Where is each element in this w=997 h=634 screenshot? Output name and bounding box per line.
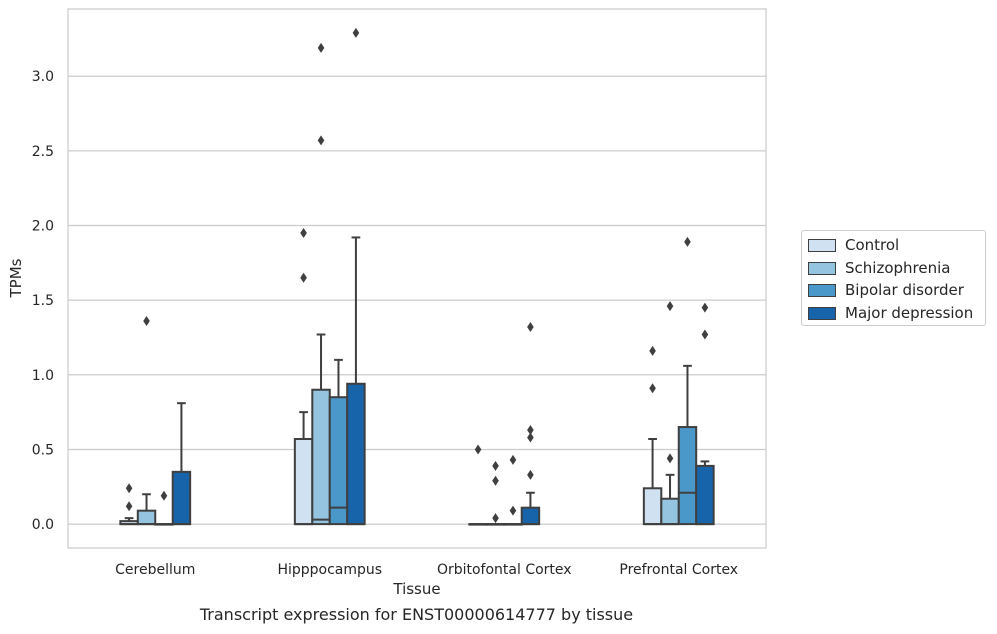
box-body — [642, 487, 663, 526]
grid-lines — [68, 75, 766, 525]
chart-title: Transcript expression for ENST0000061477… — [199, 605, 634, 624]
box-bipolar-disorder-orbitofontal-cortex — [503, 454, 523, 526]
outlier-point — [649, 345, 656, 356]
outlier-point — [300, 227, 307, 238]
box-major-depression-prefrontal-cortex — [695, 302, 715, 526]
y-tick-label: 3.0 — [32, 69, 54, 85]
box-body — [520, 506, 541, 526]
box-body — [311, 388, 331, 526]
box-body — [171, 470, 192, 526]
box-body — [328, 396, 349, 526]
box-schizophrenia-hipppocampus — [311, 42, 331, 526]
outlier-point — [527, 322, 534, 333]
outlier-point — [300, 272, 307, 283]
x-tick-label: Prefrontal Cortex — [619, 562, 738, 578]
box-bipolar-disorder-cerebellum — [154, 490, 174, 526]
plot-frame — [67, 8, 767, 549]
x-tick-label: Hipppocampus — [277, 562, 382, 578]
box-control-cerebellum — [119, 483, 139, 526]
outlier-point — [509, 454, 517, 465]
box-plot-marks — [119, 27, 715, 526]
legend-item-major-depression: Major depression — [808, 303, 973, 323]
box-body — [660, 497, 680, 526]
y-tick-label: 0.0 — [32, 517, 54, 533]
y-tick-label: 1.0 — [32, 368, 54, 384]
outlier-point — [492, 460, 499, 471]
outlier-point — [701, 302, 709, 313]
legend-item-bipolar-disorder: Bipolar disorder — [808, 280, 964, 300]
outlier-point — [666, 301, 674, 312]
y-tick-label: 0.5 — [32, 442, 54, 458]
x-tick-label: Orbitofontal Cortex — [437, 562, 572, 578]
box-major-depression-cerebellum — [171, 402, 192, 526]
outlier-point — [684, 236, 691, 247]
outlier-point — [509, 505, 517, 516]
legend-label-major-depression: Major depression — [845, 304, 974, 322]
outlier-point — [317, 135, 325, 146]
box-control-hipppocampus — [293, 227, 314, 526]
legend-swatch-major-depression — [808, 306, 836, 320]
outlier-point — [527, 469, 534, 480]
legend-item-control: Control — [808, 235, 899, 255]
box-bipolar-disorder-prefrontal-cortex — [677, 236, 698, 526]
box-major-depression-orbitofontal-cortex — [520, 322, 541, 526]
legend: Control Schizophrenia Bipolar disorder M… — [801, 230, 986, 326]
outlier-point — [474, 444, 482, 455]
outlier-point — [527, 425, 534, 436]
outlier-point — [492, 513, 499, 524]
x-tick-labels: Cerebellum Hipppocampus Orbitofontal Corte… — [115, 562, 738, 578]
legend-label-bipolar-disorder: Bipolar disorder — [845, 281, 964, 299]
legend-label-schizophrenia: Schizophrenia — [845, 259, 951, 277]
x-tick-label: Cerebellum — [115, 562, 195, 578]
outlier-point — [666, 453, 674, 464]
outlier-point — [125, 483, 133, 494]
box-schizophrenia-cerebellum — [136, 316, 157, 526]
outlier-point — [317, 42, 325, 53]
outlier-point — [352, 27, 360, 38]
box-body — [136, 509, 157, 526]
outlier-point — [701, 329, 709, 340]
box-control-prefrontal-cortex — [642, 345, 663, 526]
outlier-point — [143, 316, 150, 327]
legend-swatch-bipolar-disorder — [808, 283, 836, 297]
box-schizophrenia-orbitofontal-cortex — [485, 460, 506, 526]
outlier-point — [527, 432, 534, 443]
box-body — [346, 382, 366, 526]
box-body — [293, 438, 314, 526]
box-control-orbitofontal-cortex — [468, 444, 488, 526]
box-body — [695, 464, 715, 526]
outlier-point — [492, 475, 499, 486]
legend-label-control: Control — [845, 236, 900, 254]
y-tick-label: 2.5 — [32, 144, 54, 160]
x-axis-title: Tissue — [392, 580, 440, 598]
legend-swatch-control — [808, 238, 836, 252]
y-tick-label: 1.5 — [32, 293, 54, 309]
box-major-depression-hipppocampus — [346, 27, 366, 526]
outlier-point — [649, 383, 656, 394]
outlier-point — [125, 501, 133, 512]
legend-item-schizophrenia: Schizophrenia — [808, 258, 950, 278]
box-bipolar-disorder-hipppocampus — [328, 358, 349, 526]
legend-swatch-schizophrenia — [808, 261, 836, 275]
y-tick-labels: 0.0 0.5 1.0 1.5 2.0 2.5 3.0 — [32, 69, 54, 533]
y-tick-label: 2.0 — [32, 218, 54, 234]
box-schizophrenia-prefrontal-cortex — [660, 301, 680, 526]
box-body — [677, 426, 698, 526]
outlier-point — [160, 490, 168, 501]
y-axis-title: TPMs — [7, 258, 25, 298]
